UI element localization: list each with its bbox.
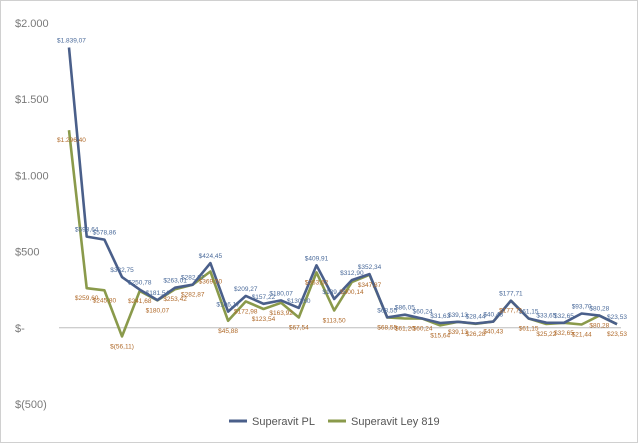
data-label-superavit-pl: $28,44 — [466, 313, 486, 320]
data-label-superavit-pl: $61,15 — [519, 308, 539, 315]
data-label-superavit-pl: $106,17 — [216, 302, 240, 309]
data-label-superavit-pl: $39,13 — [448, 312, 468, 319]
data-label-superavit-ley-819: $(56,11) — [110, 343, 134, 350]
series-line-superavit-ley-819 — [67, 130, 618, 338]
data-label-superavit-ley-819: $282,87 — [181, 292, 205, 299]
data-label-superavit-pl: $31,63 — [430, 313, 450, 320]
data-label-superavit-pl: $80,28 — [589, 306, 609, 313]
legend-label-superavit-pl: Superavit PL — [252, 416, 315, 428]
data-label-superavit-pl: $40,43 — [483, 312, 503, 319]
y-tick-label: $500 — [15, 247, 39, 259]
data-label-superavit-pl: $86,05 — [395, 305, 415, 312]
data-label-superavit-ley-819: $163,92 — [269, 310, 293, 317]
series-line-superavit-pl — [67, 47, 618, 326]
data-label-superavit-ley-819: $60,24 — [413, 326, 433, 333]
data-label-superavit-ley-819: $21,44 — [572, 332, 592, 339]
data-label-superavit-pl: $312,90 — [340, 270, 364, 277]
data-label-superavit-ley-819: $123,54 — [252, 316, 276, 323]
data-label-superavit-pl: $60,24 — [413, 309, 433, 316]
data-label-superavit-ley-819: $15,64 — [430, 332, 450, 339]
data-label-superavit-ley-819: $23,53 — [607, 331, 627, 338]
data-label-superavit-pl: $578,86 — [93, 230, 117, 237]
data-label-superavit-pl: $598,64 — [75, 227, 99, 234]
data-label-superavit-ley-819: $241,68 — [128, 298, 152, 305]
data-label-superavit-pl: $32,65 — [554, 313, 574, 320]
data-label-superavit-ley-819: $68,55 — [377, 324, 397, 331]
data-label-superavit-ley-819: $67,54 — [289, 325, 309, 332]
data-label-superavit-pl: $68,55 — [377, 307, 397, 314]
legend: Superavit PL Superavit Ley 819 — [229, 416, 440, 428]
data-label-superavit-ley-819: $32,65 — [554, 330, 574, 337]
data-label-superavit-pl: $130,60 — [287, 298, 311, 305]
data-label-superavit-pl: $263,01 — [163, 278, 187, 285]
data-label-superavit-pl: $23,53 — [607, 314, 627, 321]
data-label-superavit-pl: $157,22 — [252, 294, 276, 301]
data-label-superavit-ley-819: $180,07 — [146, 307, 170, 314]
data-label-superavit-ley-819: $347,87 — [358, 282, 382, 289]
data-label-superavit-ley-819: $300,14 — [340, 289, 364, 296]
data-label-superavit-ley-819: $259,60 — [75, 295, 99, 302]
data-label-superavit-pl: $424,45 — [199, 253, 223, 260]
data-label-superavit-ley-819: $369,50 — [199, 278, 223, 285]
data-label-superavit-pl: $250,78 — [128, 280, 152, 287]
data-label-superavit-ley-819: $245,80 — [93, 297, 117, 304]
data-label-superavit-ley-819: $177,71 — [499, 308, 523, 315]
data-label-superavit-ley-819: $363,62 — [305, 279, 329, 286]
y-tick-label: $(500) — [15, 399, 47, 411]
data-label-superavit-ley-819: $253,42 — [163, 296, 187, 303]
data-label-superavit-pl: $209,27 — [234, 286, 258, 293]
data-label-superavit-ley-819: $61,15 — [519, 325, 539, 332]
data-label-superavit-ley-819: $61,20 — [395, 325, 415, 332]
data-label-superavit-pl: $409,91 — [305, 255, 329, 262]
data-label-superavit-pl: $33,65 — [536, 313, 556, 320]
data-label-superavit-pl: $352,34 — [358, 264, 382, 271]
y-axis: $2.000 $1.500 $1.000 $500 $- $(500) — [15, 18, 49, 411]
y-tick-label: $1.500 — [15, 94, 49, 106]
data-label-superavit-ley-819: $39,13 — [448, 329, 468, 336]
data-label-superavit-pl: $180,07 — [269, 290, 293, 297]
data-label-superavit-ley-819: $80,28 — [589, 323, 609, 330]
data-label-superavit-pl: $177,71 — [499, 291, 523, 298]
data-label-superavit-pl: $1.839,07 — [57, 38, 86, 45]
legend-label-superavit-ley-819: Superavit Ley 819 — [351, 416, 440, 428]
series-layer — [67, 47, 618, 338]
data-labels-layer: $1.839,07 $598,64$578,86 $332,75 $250,78 $18… — [57, 38, 627, 351]
y-tick-label: $2.000 — [15, 18, 49, 30]
data-label-superavit-ley-819: $172,98 — [234, 308, 258, 315]
y-tick-label: $- — [15, 323, 25, 335]
data-label-superavit-pl: $189,15 — [322, 289, 346, 296]
y-tick-label: $1.000 — [15, 170, 49, 182]
data-label-superavit-ley-819: $40,43 — [483, 329, 503, 336]
data-label-superavit-ley-819: $113,50 — [323, 318, 346, 325]
data-label-superavit-pl: $332,75 — [110, 267, 134, 274]
data-label-superavit-ley-819: $26,28 — [466, 331, 486, 338]
data-label-superavit-pl: $93,70 — [572, 304, 592, 311]
data-label-superavit-pl: $181,54 — [146, 290, 170, 297]
data-label-superavit-ley-819: $25,22 — [536, 331, 556, 338]
data-label-superavit-ley-819: $1.296,40 — [57, 137, 86, 144]
data-label-superavit-pl: $282,87 — [181, 275, 205, 282]
data-label-superavit-ley-819: $45,88 — [218, 328, 238, 335]
